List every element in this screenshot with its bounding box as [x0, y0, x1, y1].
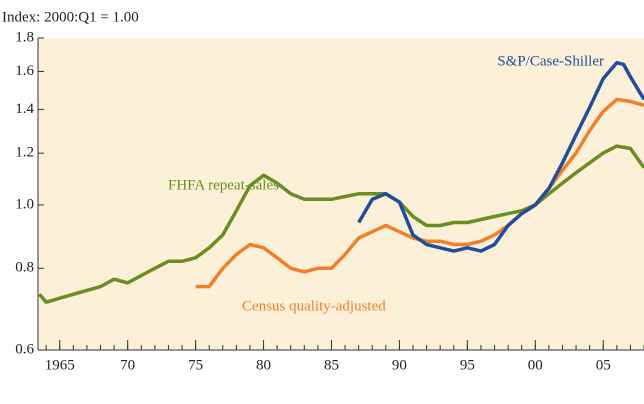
x-tick-label: 85: [324, 357, 339, 373]
y-tick-label: 1.4: [15, 101, 34, 117]
y-tick-label: 0.6: [15, 341, 34, 357]
x-tick-label: 90: [392, 357, 407, 373]
x-tick-label: 80: [256, 357, 271, 373]
series-label: S&P/Case-Shiller: [497, 53, 604, 69]
x-tick-label: 95: [460, 357, 475, 373]
x-tick-label: 00: [528, 357, 543, 373]
y-tick-label: 1.2: [15, 145, 34, 161]
series-line: [357, 60, 644, 253]
x-tick-label: 70: [120, 357, 135, 373]
x-tick-label: 05: [596, 357, 611, 373]
y-tick-label: 1.0: [15, 196, 34, 212]
x-tick-label: 1965: [45, 357, 75, 373]
y-tick-label: 0.8: [15, 260, 34, 276]
series-label: FHFA repeat-sales: [168, 177, 279, 193]
y-tick-label: 1.6: [15, 63, 34, 79]
y-tick-label: 1.8: [15, 29, 34, 45]
y-axis-label: Index: 2000:Q1 = 1.00: [2, 9, 139, 25]
x-tick-label: 75: [188, 357, 203, 373]
series-label: Census quality-adjusted: [242, 298, 386, 314]
